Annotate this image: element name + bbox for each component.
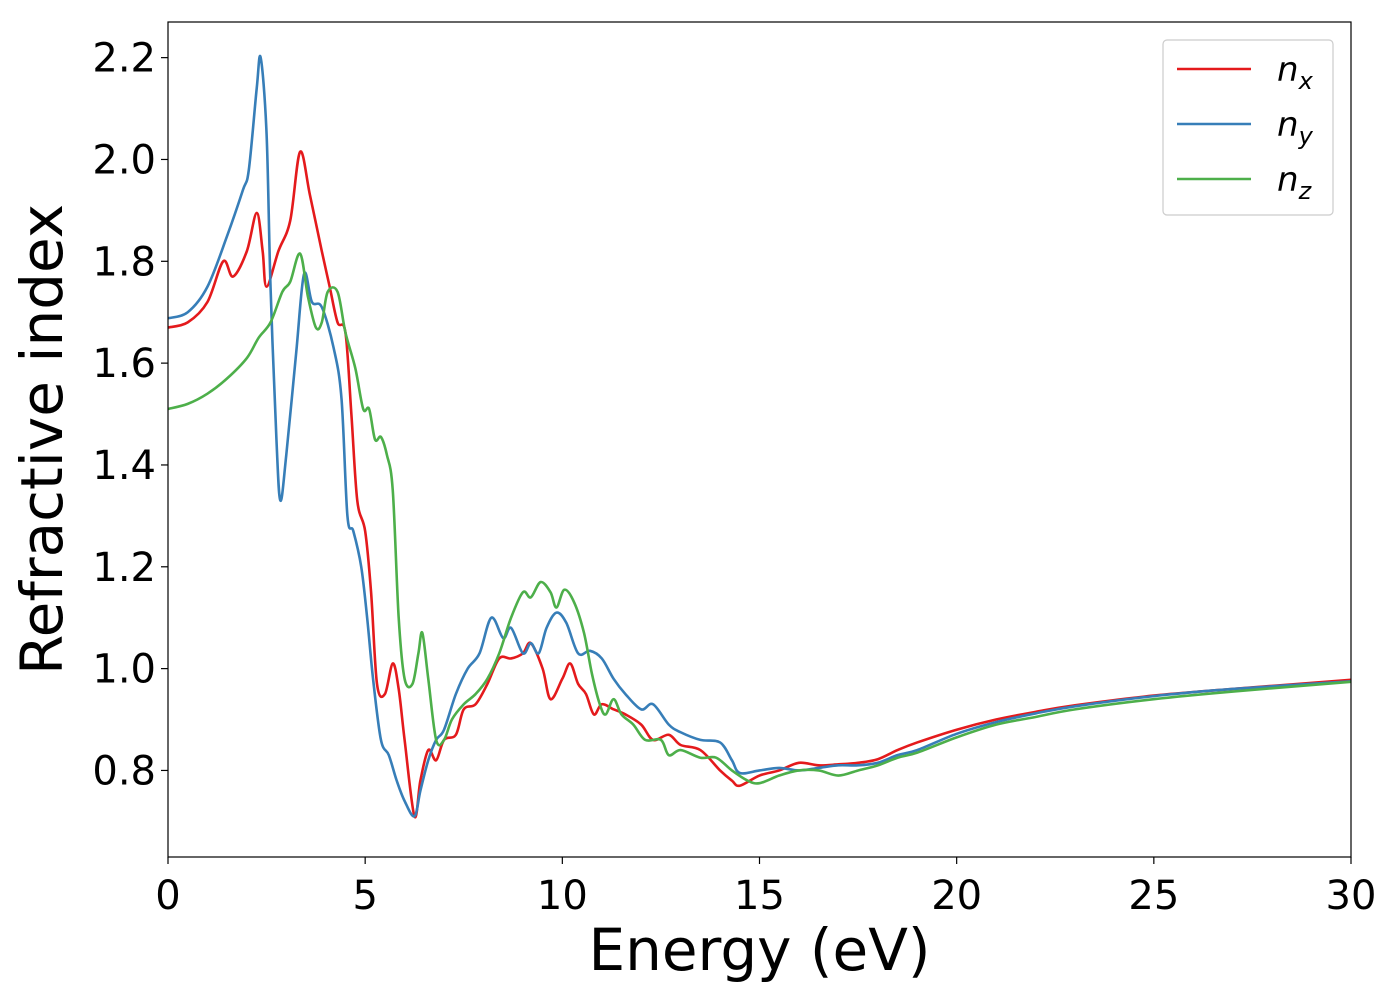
legend-label-n-y: ny xyxy=(1277,105,1314,150)
y-axis-ticks: 0.8 1.0 1.2 1.4 1.6 1.8 2.0 2.2 xyxy=(92,36,168,794)
y-tick-label: 1.8 xyxy=(92,239,156,285)
legend-label-n-z: nz xyxy=(1277,160,1313,205)
y-tick-label: 0.8 xyxy=(92,748,156,794)
legend-box xyxy=(1162,39,1334,216)
x-tick-label: 25 xyxy=(1128,873,1179,919)
legend-label-n-x: nx xyxy=(1277,50,1314,95)
x-tick-label: 5 xyxy=(352,873,377,919)
y-tick-label: 2.2 xyxy=(92,36,156,82)
y-axis-title: Refractive index xyxy=(8,204,76,675)
y-tick-label: 1.6 xyxy=(92,341,156,387)
x-tick-label: 20 xyxy=(931,873,982,919)
y-tick-label: 1.4 xyxy=(92,443,156,489)
series-layer xyxy=(167,54,1352,819)
x-tick-label: 15 xyxy=(734,873,785,919)
y-tick-label: 1.2 xyxy=(92,545,156,591)
series-line-n-y xyxy=(167,54,1352,818)
x-tick-label: 0 xyxy=(155,873,180,919)
y-tick-label: 1.0 xyxy=(92,647,156,693)
series-line-n-z xyxy=(167,252,1352,785)
x-tick-label: 30 xyxy=(1326,873,1377,919)
x-axis-ticks: 0 5 10 15 20 25 30 xyxy=(155,857,1376,919)
y-tick-label: 2.0 xyxy=(92,137,156,183)
legend: nx ny nz xyxy=(1162,39,1334,216)
x-tick-label: 10 xyxy=(537,873,588,919)
x-axis-title: Energy (eV) xyxy=(588,916,930,984)
series-line-n-x xyxy=(167,150,1352,819)
